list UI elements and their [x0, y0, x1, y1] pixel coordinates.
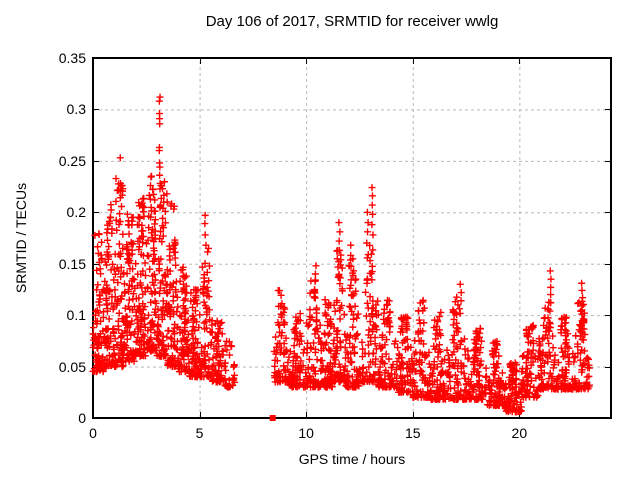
x-tick-label: 20 — [511, 425, 528, 441]
x-tick-label: 5 — [195, 425, 204, 441]
y-tick-label: 0 — [78, 410, 86, 426]
y-tick-label: 0.25 — [58, 152, 86, 169]
x-axis-label: GPS time / hours — [298, 451, 406, 467]
y-tick-label: 0.3 — [66, 101, 86, 118]
y-tick-label: 0.05 — [58, 358, 86, 375]
x-tick-label: 15 — [404, 425, 421, 441]
y-tick-label: 0.15 — [58, 255, 86, 272]
y-tick-label: 0.2 — [66, 204, 86, 221]
x-tick-label: 0 — [89, 425, 97, 441]
x-tick-label: 10 — [298, 425, 314, 441]
y-tick-label: 0.1 — [66, 307, 86, 324]
y-tick-label: 0.35 — [58, 50, 86, 66]
chart-title: Day 106 of 2017, SRMTID for receiver wwl… — [205, 13, 499, 30]
